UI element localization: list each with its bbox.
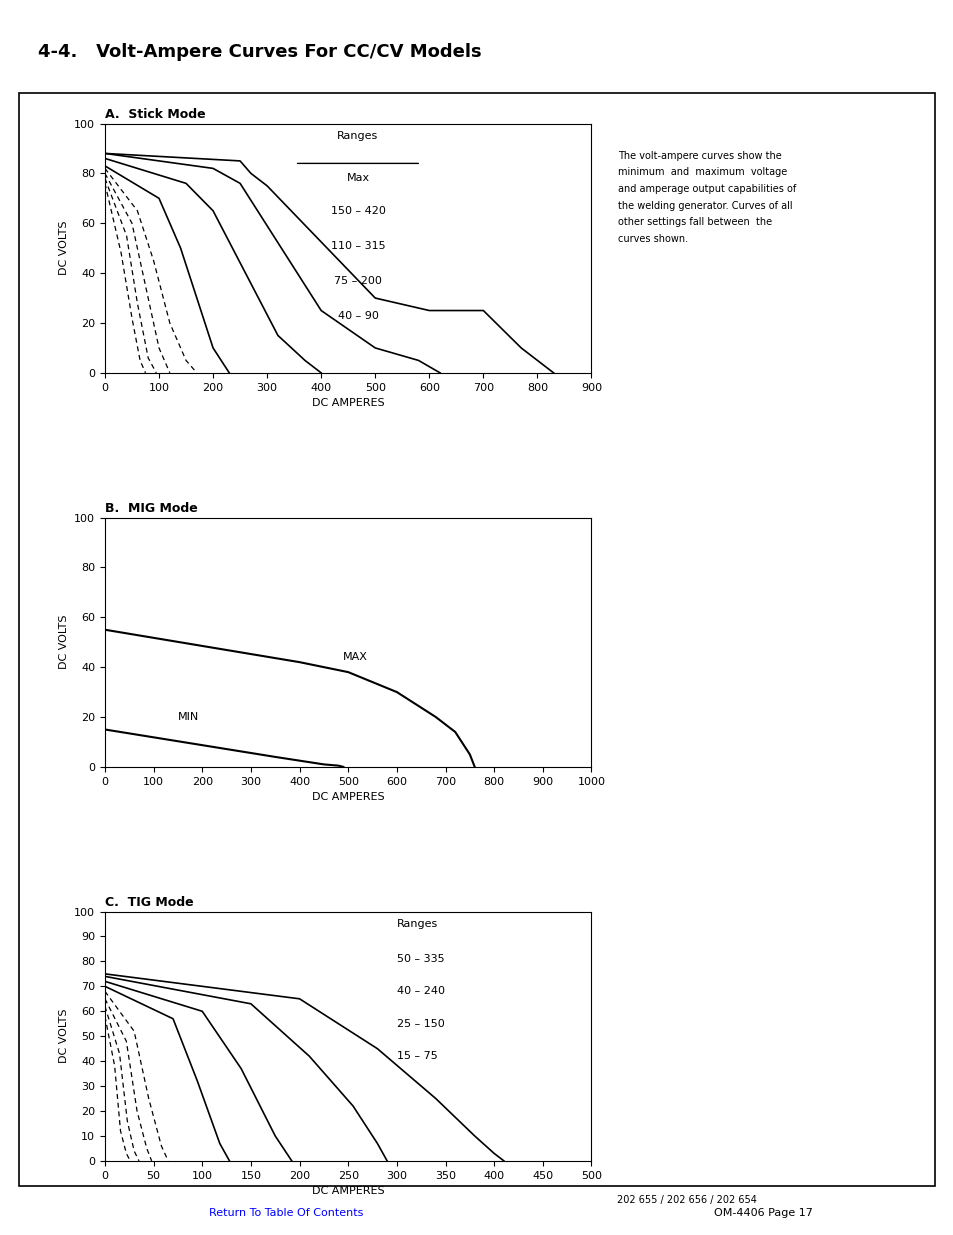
- X-axis label: DC AMPERES: DC AMPERES: [312, 1186, 384, 1197]
- Text: minimum  and  maximum  voltage: minimum and maximum voltage: [618, 168, 786, 178]
- Text: MAX: MAX: [343, 652, 368, 662]
- Text: OM-4406 Page 17: OM-4406 Page 17: [713, 1208, 812, 1218]
- Text: Ranges: Ranges: [396, 919, 437, 929]
- Text: C.  TIG Mode: C. TIG Mode: [105, 895, 193, 909]
- Text: 202 655 / 202 656 / 202 654: 202 655 / 202 656 / 202 654: [617, 1195, 756, 1205]
- Text: 50 – 335: 50 – 335: [396, 953, 444, 965]
- X-axis label: DC AMPERES: DC AMPERES: [312, 792, 384, 803]
- Text: A.  Stick Mode: A. Stick Mode: [105, 107, 205, 121]
- Text: 150 – 420: 150 – 420: [330, 206, 385, 216]
- Text: MIN: MIN: [177, 713, 199, 722]
- Text: 4-4.   Volt-Ampere Curves For CC/CV Models: 4-4. Volt-Ampere Curves For CC/CV Models: [38, 43, 481, 62]
- Text: curves shown.: curves shown.: [618, 233, 688, 245]
- Y-axis label: DC VOLTS: DC VOLTS: [58, 221, 69, 275]
- Y-axis label: DC VOLTS: DC VOLTS: [58, 615, 69, 669]
- Text: B.  MIG Mode: B. MIG Mode: [105, 501, 197, 515]
- Text: Return To Table Of Contents: Return To Table Of Contents: [209, 1208, 363, 1218]
- Text: the welding generator. Curves of all: the welding generator. Curves of all: [618, 200, 792, 211]
- X-axis label: DC AMPERES: DC AMPERES: [312, 398, 384, 408]
- Y-axis label: DC VOLTS: DC VOLTS: [58, 1009, 69, 1063]
- Text: 75 – 200: 75 – 200: [334, 275, 381, 285]
- Text: and amperage output capabilities of: and amperage output capabilities of: [618, 184, 796, 194]
- Text: Max: Max: [346, 173, 369, 183]
- Text: Ranges: Ranges: [337, 131, 378, 141]
- Text: 15 – 75: 15 – 75: [396, 1051, 437, 1061]
- Text: 110 – 315: 110 – 315: [331, 241, 385, 251]
- Text: 40 – 90: 40 – 90: [337, 310, 378, 321]
- Text: 25 – 150: 25 – 150: [396, 1019, 444, 1029]
- Text: other settings fall between  the: other settings fall between the: [618, 217, 772, 227]
- Text: 40 – 240: 40 – 240: [396, 987, 444, 997]
- Text: The volt-ampere curves show the: The volt-ampere curves show the: [618, 151, 781, 161]
